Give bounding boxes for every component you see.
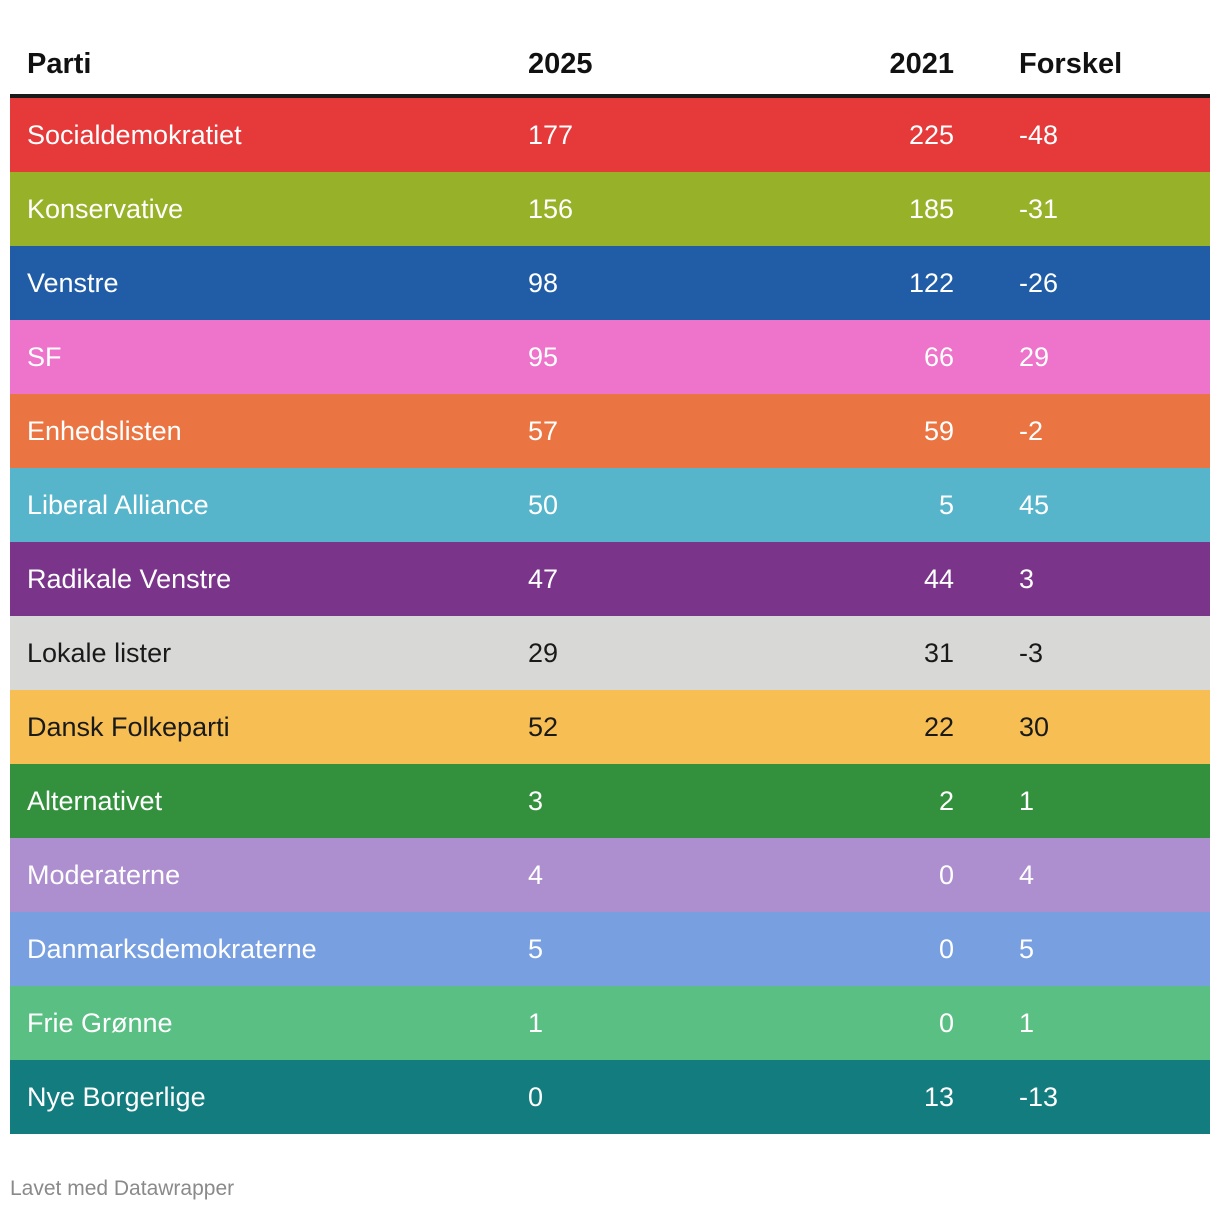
cell-2021: 22 xyxy=(923,712,954,742)
cell-2021: 31 xyxy=(923,638,954,668)
cell-2025: 98 xyxy=(528,268,559,298)
cell-party: Radikale Venstre xyxy=(27,564,232,594)
table-row: Nye Borgerlige 0 13 -13 xyxy=(10,1060,1210,1134)
cell-party: Dansk Folkeparti xyxy=(27,712,230,742)
table-row: Venstre 98 122 -26 xyxy=(10,246,1210,320)
table-row: SF 95 66 29 xyxy=(10,320,1210,394)
cell-2021: 13 xyxy=(923,1082,954,1112)
cell-forskel: -2 xyxy=(1019,416,1044,446)
cell-2025: 57 xyxy=(528,416,559,446)
cell-party: Konservative xyxy=(27,194,184,224)
cell-forskel: -13 xyxy=(1019,1082,1059,1112)
cell-party: Frie Grønne xyxy=(27,1008,173,1038)
table-row: Enhedslisten 57 59 -2 xyxy=(10,394,1210,468)
cell-2021: 122 xyxy=(908,268,954,298)
cell-2021: 66 xyxy=(923,342,954,372)
cell-forskel: -31 xyxy=(1019,194,1059,224)
cell-forskel: 45 xyxy=(1019,490,1050,520)
table-row: Danmarksdemokraterne 5 0 5 xyxy=(10,912,1210,986)
cell-forskel: -3 xyxy=(1019,638,1044,668)
cell-2021: 0 xyxy=(938,1008,954,1038)
cell-forskel: 1 xyxy=(1019,786,1035,816)
cell-party: Danmarksdemokraterne xyxy=(27,934,317,964)
cell-2021: 44 xyxy=(923,564,954,594)
table-body: Socialdemokratiet 177 225 -48 Konservative 15… xyxy=(10,98,1210,1134)
cell-2021: 59 xyxy=(923,416,954,446)
cell-2025: 177 xyxy=(528,120,574,150)
cell-forskel: 5 xyxy=(1019,934,1035,964)
cell-forskel: 29 xyxy=(1019,342,1050,372)
cell-party: Alternativet xyxy=(27,786,163,816)
cell-2025: 5 xyxy=(528,934,544,964)
table-row: Konservative 156 185 -31 xyxy=(10,172,1210,246)
cell-party: Venstre xyxy=(27,268,119,298)
results-table: Parti 2025 2021 Forskel Socialdemokratie… xyxy=(10,30,1210,1134)
cell-2021: 225 xyxy=(908,120,954,150)
cell-2021: 0 xyxy=(938,860,954,890)
cell-2025: 156 xyxy=(528,194,574,224)
table-row: Lokale lister 29 31 -3 xyxy=(10,616,1210,690)
cell-2025: 0 xyxy=(528,1082,544,1112)
cell-party: Moderaterne xyxy=(27,860,181,890)
cell-2025: 4 xyxy=(528,860,544,890)
cell-party: Lokale lister xyxy=(27,638,172,668)
header-party[interactable]: Parti xyxy=(27,48,92,80)
table-header: Parti 2025 2021 Forskel xyxy=(10,30,1210,98)
header-forskel[interactable]: Forskel xyxy=(1019,48,1123,80)
cell-party: SF xyxy=(27,342,62,372)
table-row: Frie Grønne 1 0 1 xyxy=(10,986,1210,1060)
cell-2025: 95 xyxy=(528,342,559,372)
table-row: Moderaterne 4 0 4 xyxy=(10,838,1210,912)
table-row: Dansk Folkeparti 52 22 30 xyxy=(10,690,1210,764)
cell-party: Liberal Alliance xyxy=(27,490,209,520)
cell-party: Enhedslisten xyxy=(27,416,182,446)
cell-forskel: -26 xyxy=(1019,268,1059,298)
cell-forskel: 1 xyxy=(1019,1008,1035,1038)
cell-2021: 185 xyxy=(908,194,954,224)
header-2021[interactable]: 2021 xyxy=(889,48,954,80)
cell-2025: 52 xyxy=(528,712,559,742)
cell-forskel: 3 xyxy=(1019,564,1035,594)
cell-2021: 5 xyxy=(938,490,954,520)
cell-2025: 47 xyxy=(528,564,559,594)
header-2025[interactable]: 2025 xyxy=(528,48,593,80)
cell-party: Socialdemokratiet xyxy=(27,120,242,150)
cell-forskel: 4 xyxy=(1019,860,1035,890)
cell-2025: 50 xyxy=(528,490,559,520)
cell-2021: 2 xyxy=(938,786,954,816)
cell-forskel: -48 xyxy=(1019,120,1059,150)
cell-2025: 29 xyxy=(528,638,559,668)
cell-party: Nye Borgerlige xyxy=(27,1082,206,1112)
table-row: Radikale Venstre 47 44 3 xyxy=(10,542,1210,616)
table-row: Socialdemokratiet 177 225 -48 xyxy=(10,98,1210,172)
footer-credit: Lavet med Datawrapper xyxy=(10,1177,235,1200)
cell-forskel: 30 xyxy=(1019,712,1050,742)
table-row: Alternativet 3 2 1 xyxy=(10,764,1210,838)
cell-2025: 3 xyxy=(528,786,544,816)
cell-2025: 1 xyxy=(528,1008,544,1038)
table-row: Liberal Alliance 50 5 45 xyxy=(10,468,1210,542)
cell-2021: 0 xyxy=(938,934,954,964)
